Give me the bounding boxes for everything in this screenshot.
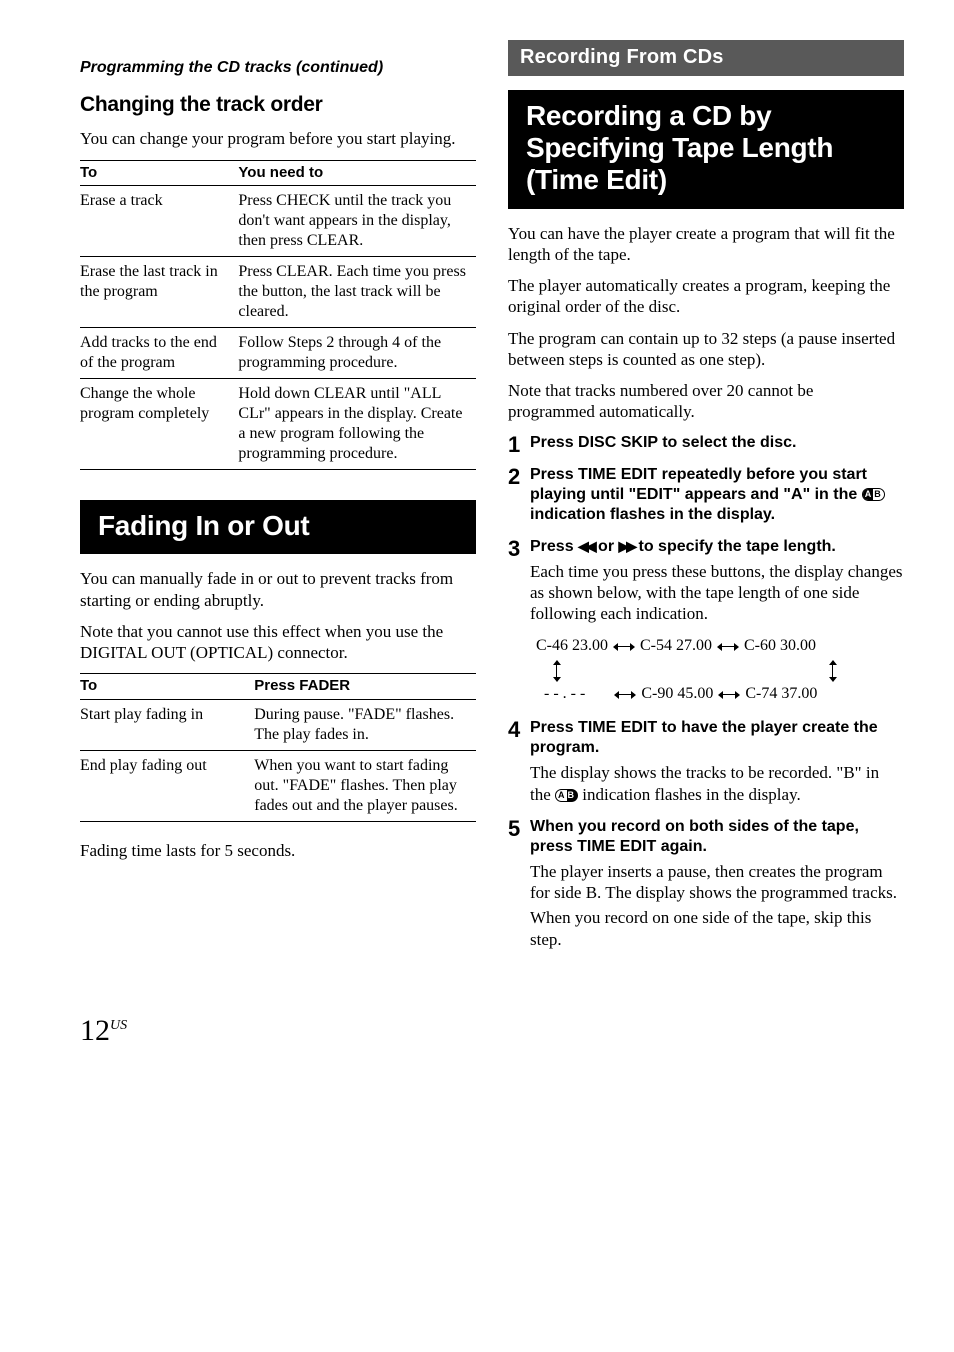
- step-body: The player inserts a pause, then creates…: [530, 861, 904, 950]
- step-body: Each time you press these buttons, the d…: [530, 561, 904, 625]
- steps-list: Press DISC SKIP to select the disc. Pres…: [508, 433, 904, 950]
- te-para: The player automatically creates a progr…: [508, 275, 904, 318]
- section-time-edit: Recording a CD by Specifying Tape Length…: [508, 90, 904, 209]
- step-2: Press TIME EDIT repeatedly before you st…: [508, 465, 904, 525]
- te-para: The program can contain up to 32 steps (…: [508, 328, 904, 371]
- step-head: Press TIME EDIT repeatedly before you st…: [530, 465, 904, 525]
- table-row: Change the whole program completelyHold …: [80, 379, 476, 470]
- up-down-arrow-icon: [552, 660, 562, 682]
- table-row: Erase a trackPress CHECK until the track…: [80, 186, 476, 257]
- side-b-pill-icon: AB: [555, 789, 578, 802]
- double-arrow-icon: [613, 642, 635, 652]
- th-need: You need to: [238, 160, 476, 186]
- th-to: To: [80, 160, 238, 186]
- page-footer: 12US: [80, 1012, 904, 1050]
- te-para: Note that tracks numbered over 20 cannot…: [508, 380, 904, 423]
- fade-para-2: Note that you cannot use this effect whe…: [80, 621, 476, 664]
- intro-text: You can change your program before you s…: [80, 128, 476, 149]
- th-press: Press FADER: [254, 674, 476, 700]
- fast-forward-icon: ▶▶: [619, 538, 635, 554]
- section-bar: Recording From CDs: [508, 40, 904, 76]
- step-1: Press DISC SKIP to select the disc.: [508, 433, 904, 453]
- step-4: Press TIME EDIT to have the player creat…: [508, 718, 904, 805]
- continued-heading: Programming the CD tracks (continued): [80, 58, 476, 78]
- subheading-change-order: Changing the track order: [80, 92, 476, 118]
- right-column: Recording From CDs Recording a CD by Spe…: [508, 40, 904, 962]
- table-row: Erase the last track in the programPress…: [80, 257, 476, 328]
- step-head: When you record on both sides of the tap…: [530, 817, 904, 857]
- step-3: Press ◀◀ or ▶▶ to specify the tape lengt…: [508, 537, 904, 707]
- double-arrow-icon: [717, 642, 739, 652]
- double-arrow-icon: [614, 690, 636, 700]
- change-order-table: To You need to Erase a trackPress CHECK …: [80, 160, 476, 471]
- up-down-arrow-icon: [828, 660, 838, 682]
- fade-para-1: You can manually fade in or out to preve…: [80, 568, 476, 611]
- step-head: Press TIME EDIT to have the player creat…: [530, 718, 904, 758]
- page-number: 12: [80, 1014, 110, 1047]
- page-region: US: [110, 1018, 127, 1033]
- tape-length-diagram: C-46 23.00 C-54 27.00 C-60 30.00 - - . -…: [536, 634, 904, 706]
- step-head: Press DISC SKIP to select the disc.: [530, 433, 904, 453]
- section-fading: Fading In or Out: [80, 500, 476, 554]
- table-row: Start play fading inDuring pause. "FADE"…: [80, 700, 476, 751]
- fade-table: To Press FADER Start play fading inDurin…: [80, 673, 476, 822]
- step-body: The display shows the tracks to be recor…: [530, 762, 904, 805]
- page: Programming the CD tracks (continued) Ch…: [80, 40, 904, 962]
- te-para: You can have the player create a program…: [508, 223, 904, 266]
- step-head: Press ◀◀ or ▶▶ to specify the tape lengt…: [530, 537, 904, 557]
- double-arrow-icon: [718, 690, 740, 700]
- th-to: To: [80, 674, 254, 700]
- table-row: End play fading outWhen you want to star…: [80, 751, 476, 822]
- side-a-pill-icon: AB: [862, 488, 885, 501]
- table-row: Add tracks to the end of the programFoll…: [80, 328, 476, 379]
- step-5: When you record on both sides of the tap…: [508, 817, 904, 950]
- rewind-icon: ◀◀: [578, 538, 594, 554]
- fade-note: Fading time lasts for 5 seconds.: [80, 840, 476, 861]
- left-column: Programming the CD tracks (continued) Ch…: [80, 40, 476, 962]
